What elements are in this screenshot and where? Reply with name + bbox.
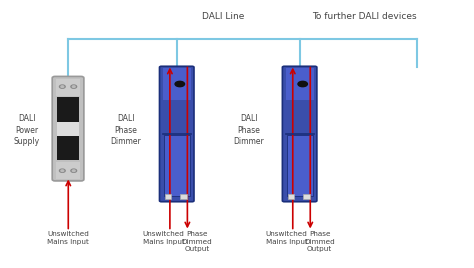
Bar: [288, 194, 294, 199]
Bar: [56, 79, 80, 96]
Bar: [56, 162, 80, 179]
Text: Unswitched
Mains Input: Unswitched Mains Input: [47, 231, 89, 245]
Circle shape: [71, 85, 77, 88]
Bar: [180, 194, 187, 199]
Text: DALI
Phase
Dimmer: DALI Phase Dimmer: [233, 114, 264, 146]
FancyBboxPatch shape: [159, 66, 194, 202]
Bar: [286, 68, 314, 100]
Bar: [57, 97, 79, 160]
Text: DALI
Power
Supply: DALI Power Supply: [14, 114, 40, 146]
FancyBboxPatch shape: [283, 66, 317, 202]
Bar: [164, 135, 190, 196]
Circle shape: [73, 170, 75, 172]
Bar: [163, 68, 191, 100]
Text: To further DALI devices: To further DALI devices: [312, 12, 417, 21]
Bar: [165, 194, 172, 199]
Circle shape: [73, 86, 75, 87]
Bar: [287, 135, 313, 196]
Text: DALI Line: DALI Line: [201, 12, 244, 21]
Circle shape: [61, 86, 64, 87]
Circle shape: [298, 81, 308, 87]
Text: Phase
Dimmed
Output: Phase Dimmed Output: [304, 231, 335, 252]
FancyBboxPatch shape: [52, 76, 84, 181]
Bar: [57, 122, 79, 136]
Text: Unswitched
Mains Input: Unswitched Mains Input: [266, 231, 308, 245]
Circle shape: [60, 85, 65, 88]
Bar: [303, 194, 310, 199]
Circle shape: [175, 81, 184, 87]
Text: Unswitched
Mains Input: Unswitched Mains Input: [143, 231, 185, 245]
Circle shape: [71, 169, 77, 172]
Text: DALI
Phase
Dimmer: DALI Phase Dimmer: [110, 114, 141, 146]
Circle shape: [60, 169, 65, 172]
Circle shape: [61, 170, 64, 172]
Text: Phase
Dimmed
Output: Phase Dimmed Output: [182, 231, 212, 252]
